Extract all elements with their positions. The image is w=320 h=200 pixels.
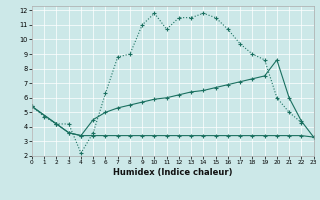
X-axis label: Humidex (Indice chaleur): Humidex (Indice chaleur): [113, 168, 233, 177]
